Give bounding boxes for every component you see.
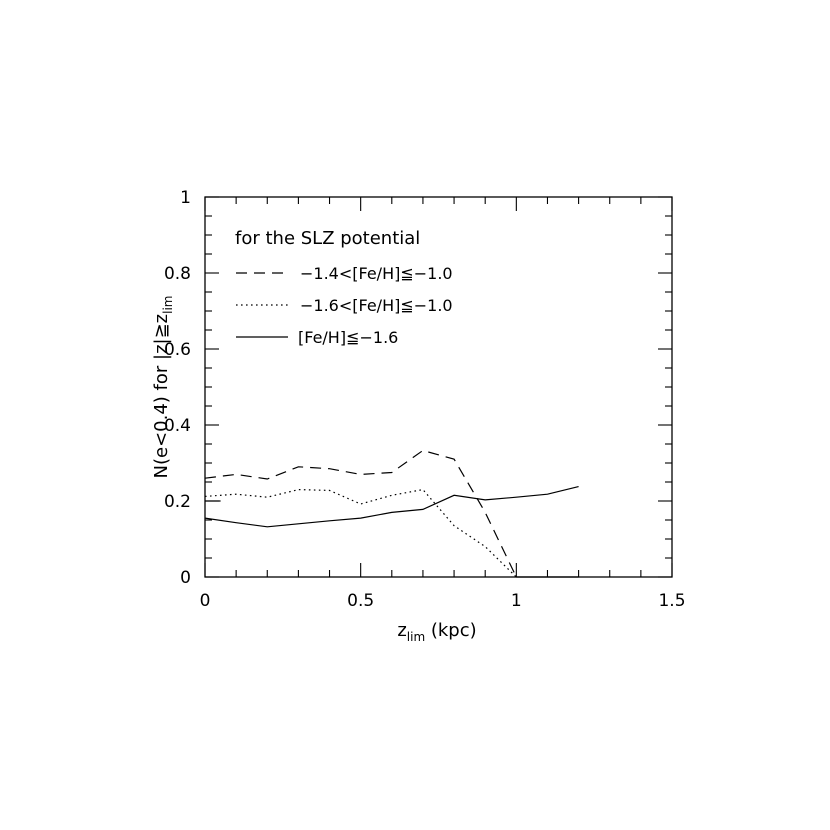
plot-frame [204,196,673,578]
x-axis-label: zlim (kpc) [397,620,476,644]
x-tick-label: 1 [511,591,522,611]
legend: −1.4<[Fe/H]≦−1.0 −1.6<[Fe/H]≦−1.0 [Fe/H]≦−… [236,264,453,347]
legend-label-3: [Fe/H]≦−1.6 [298,328,398,347]
legend-label-1: −1.4<[Fe/H]≦−1.0 [300,264,453,283]
y-axis-label: N(e<0.4) for |z|≧zlim [151,296,175,479]
legend-title: for the SLZ potential [235,228,420,249]
x-tick-label: 1.5 [658,591,685,611]
y-tick-label: 0.6 [164,340,191,360]
x-tick-label: 0 [200,591,211,611]
y-tick-label: 0.4 [164,416,191,436]
axis-ticks [204,196,673,578]
series-layer [204,449,579,578]
x-tick-label: 0.5 [347,591,374,611]
y-tick-label: 0.8 [164,264,191,284]
y-tick-label: 0 [180,568,191,588]
y-tick-label: 1 [180,188,191,208]
y-tick-label: 0.2 [164,492,191,512]
series-line-3 [204,486,579,528]
legend-label-2: −1.6<[Fe/H]≦−1.0 [300,296,453,315]
series-line-1 [204,449,517,578]
tick-labels: 0 0.5 1 1.5 0 0.2 0.4 0.6 0.8 1 [164,188,686,611]
